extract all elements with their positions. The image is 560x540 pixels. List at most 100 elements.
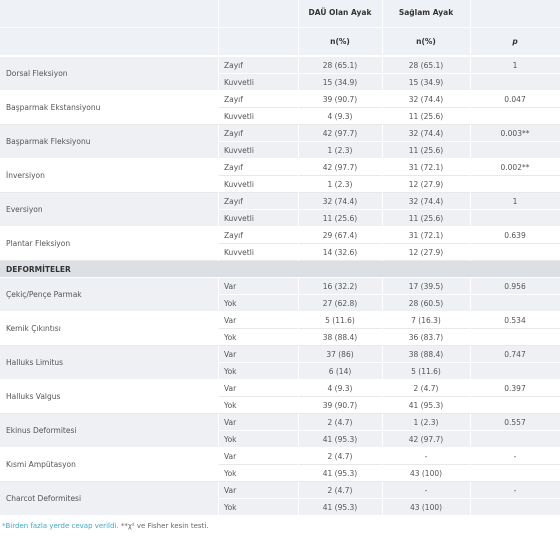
cell-bg (0, 312, 218, 346)
row-label: Dorsal Fleksiyon (6, 69, 68, 78)
level-label: Kuvvetli (224, 214, 254, 223)
count-cell: 16 (32.2) (322, 282, 358, 291)
level-label: Yok (224, 469, 237, 478)
row-label: Başparmak Fleksiyonu (6, 137, 91, 146)
count-cell: 36 (83.7) (408, 333, 444, 342)
count-cell: - (424, 486, 428, 495)
count-cell: 39 (90.7) (322, 401, 358, 410)
cell-bg (219, 312, 298, 329)
cell-bg (471, 380, 560, 397)
cell-bg (471, 363, 560, 380)
cell-bg (219, 125, 298, 142)
cell-bg (299, 244, 382, 261)
count-cell: 42 (97.7) (408, 435, 444, 444)
level-label: Kuvvetli (224, 78, 254, 87)
cell-bg (471, 448, 560, 465)
level-label: Zayıf (224, 197, 243, 206)
count-cell: 6 (14) (328, 367, 352, 376)
count-cell: 1 (2.3) (327, 146, 353, 155)
cell-bg (383, 414, 470, 431)
p-value: - (513, 452, 517, 461)
cell-bg (471, 28, 560, 56)
cell-bg (0, 380, 218, 414)
cell-bg (219, 278, 298, 295)
cell-bg (219, 210, 298, 227)
row-label: Kısmi Ampütasyon (6, 460, 76, 469)
cell-bg (471, 244, 560, 261)
cell-bg (383, 57, 470, 74)
cell-bg (219, 176, 298, 193)
count-cell: 5 (11.6) (411, 367, 441, 376)
count-cell: 32 (74.4) (322, 197, 358, 206)
level-label: Yok (224, 367, 237, 376)
cell-bg (0, 482, 218, 516)
count-cell: 11 (25.6) (322, 214, 358, 223)
row-label: Eversiyon (6, 205, 43, 214)
count-cell: 42 (97.7) (322, 129, 358, 138)
column-header: Sağlam Ayak (398, 8, 454, 17)
cell-bg (299, 346, 382, 363)
cell-bg (299, 397, 382, 414)
count-cell: 14 (32.6) (322, 248, 358, 257)
cell-bg (0, 278, 218, 312)
cell-bg (383, 125, 470, 142)
cell-bg (383, 176, 470, 193)
count-cell: 27 (62.8) (322, 299, 358, 308)
count-cell: 32 (74.4) (408, 197, 444, 206)
p-value: 1 (512, 61, 518, 70)
cell-bg (299, 363, 382, 380)
column-subheader: p (512, 37, 518, 46)
p-value: 0.397 (504, 384, 526, 393)
cell-bg (471, 397, 560, 414)
level-label: Kuvvetli (224, 180, 254, 189)
cell-bg (299, 142, 382, 159)
cell-bg (0, 227, 218, 261)
cell-bg (299, 448, 382, 465)
cell-bg (383, 193, 470, 210)
level-label: Var (224, 316, 237, 325)
cell-bg (219, 193, 298, 210)
cell-bg (471, 0, 560, 28)
cell-bg (219, 346, 298, 363)
cell-bg (471, 142, 560, 159)
cell-bg (383, 448, 470, 465)
cell-bg (471, 346, 560, 363)
cell-bg (299, 465, 382, 482)
cell-bg (219, 431, 298, 448)
cell-bg (383, 431, 470, 448)
cell-bg (383, 346, 470, 363)
level-label: Zayıf (224, 231, 243, 240)
count-cell: 11 (25.6) (408, 214, 444, 223)
cell-bg (219, 159, 298, 176)
cell-bg (299, 28, 382, 56)
row-label: Charcot Deformitesi (6, 494, 82, 503)
level-label: Yok (224, 401, 237, 410)
cell-bg (383, 397, 470, 414)
cell-bg (0, 0, 218, 28)
cell-bg (471, 278, 560, 295)
count-cell: 38 (88.4) (322, 333, 358, 342)
cell-bg (383, 312, 470, 329)
cell-bg (0, 414, 218, 448)
cell-bg (299, 227, 382, 244)
cell-bg (299, 380, 382, 397)
count-cell: 41 (95.3) (408, 401, 444, 410)
cell-bg (471, 499, 560, 516)
cell-bg (471, 91, 560, 108)
p-value: 0.557 (504, 418, 526, 427)
cell-bg (219, 227, 298, 244)
cell-bg (219, 57, 298, 74)
cell-bg (383, 499, 470, 516)
p-value: 0.534 (504, 316, 526, 325)
cell-bg (471, 108, 560, 125)
cell-bg (471, 176, 560, 193)
level-label: Zayıf (224, 61, 243, 70)
count-cell: 43 (100) (409, 503, 443, 512)
p-value: 0.639 (504, 231, 526, 240)
count-cell: 2 (4.7) (327, 418, 353, 427)
cell-bg (219, 295, 298, 312)
cell-bg (383, 159, 470, 176)
count-cell: 39 (90.7) (322, 95, 358, 104)
count-cell: 17 (39.5) (408, 282, 444, 291)
